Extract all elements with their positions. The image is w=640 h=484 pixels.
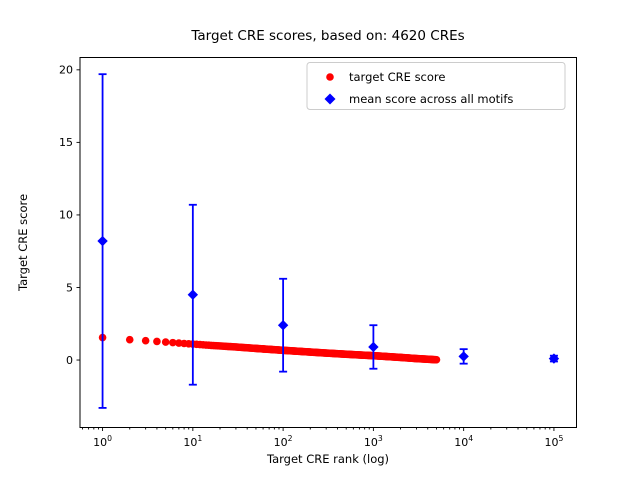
y-axis-label: Target CRE score	[16, 194, 30, 292]
mean-score-marker-icon	[324, 93, 336, 105]
legend: target CRE score mean score across all m…	[306, 62, 566, 110]
svg-text:104: 104	[454, 434, 473, 449]
svg-text:102: 102	[274, 434, 293, 449]
x-axis-label: Target CRE rank (log)	[266, 452, 389, 466]
svg-text:105: 105	[544, 434, 563, 449]
legend-label-mean: mean score across all motifs	[349, 92, 513, 106]
target-series	[98, 333, 441, 364]
legend-frame	[306, 62, 566, 110]
chart-marks: 100 101 102 103 104 105 0 5 10 15 20	[59, 64, 563, 449]
legend-label-target: target CRE score	[349, 70, 445, 84]
svg-text:10: 10	[59, 209, 73, 222]
x-axis: 100 101 102 103 104 105	[82, 427, 563, 449]
svg-text:101: 101	[183, 434, 202, 449]
chart-title: Target CRE scores, based on: 4620 CREs	[190, 28, 464, 44]
svg-text:20: 20	[59, 64, 73, 77]
y-axis: 0 5 10 15 20	[59, 64, 80, 367]
svg-text:0: 0	[66, 354, 73, 367]
target-score-marker-icon	[326, 73, 334, 81]
svg-text:15: 15	[59, 136, 73, 149]
mean-series	[97, 73, 560, 409]
svg-text:103: 103	[364, 434, 383, 449]
svg-text:100: 100	[93, 434, 112, 449]
svg-text:5: 5	[66, 281, 73, 294]
plot-area	[79, 57, 577, 428]
